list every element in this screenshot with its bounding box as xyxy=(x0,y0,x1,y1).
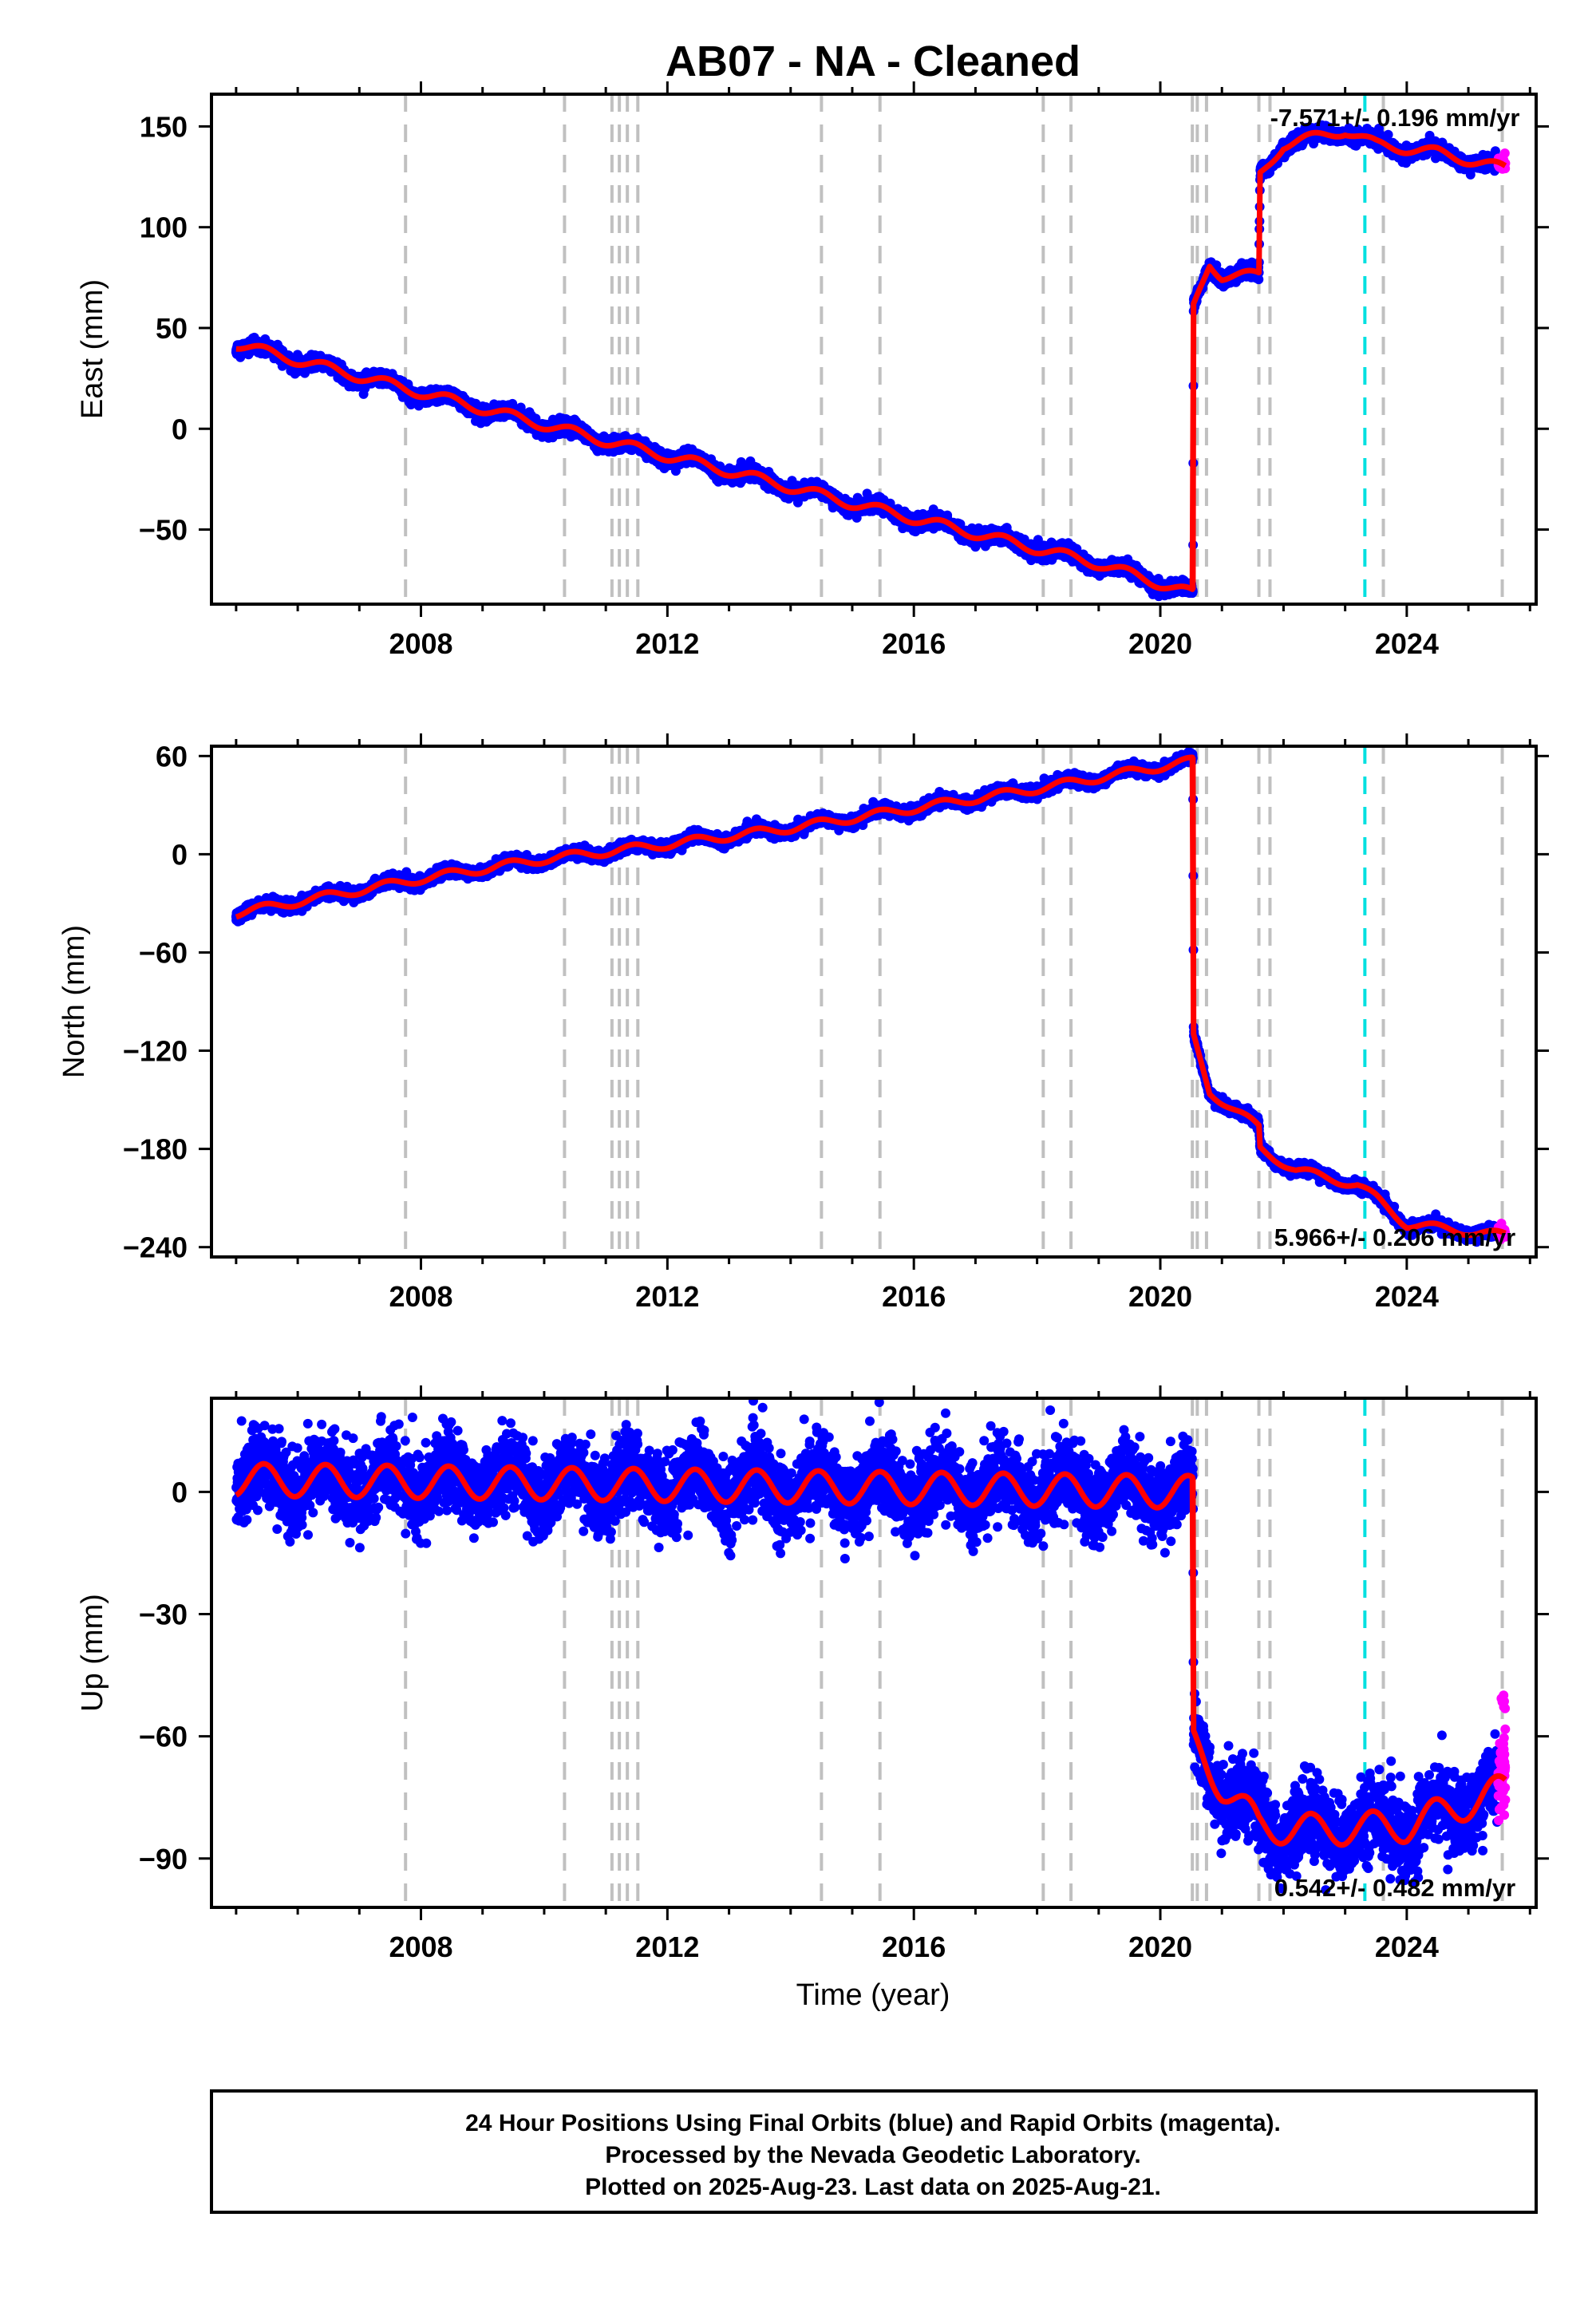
figure-title: AB07 - NA - Cleaned xyxy=(666,38,1080,85)
observation-points xyxy=(231,120,1511,602)
